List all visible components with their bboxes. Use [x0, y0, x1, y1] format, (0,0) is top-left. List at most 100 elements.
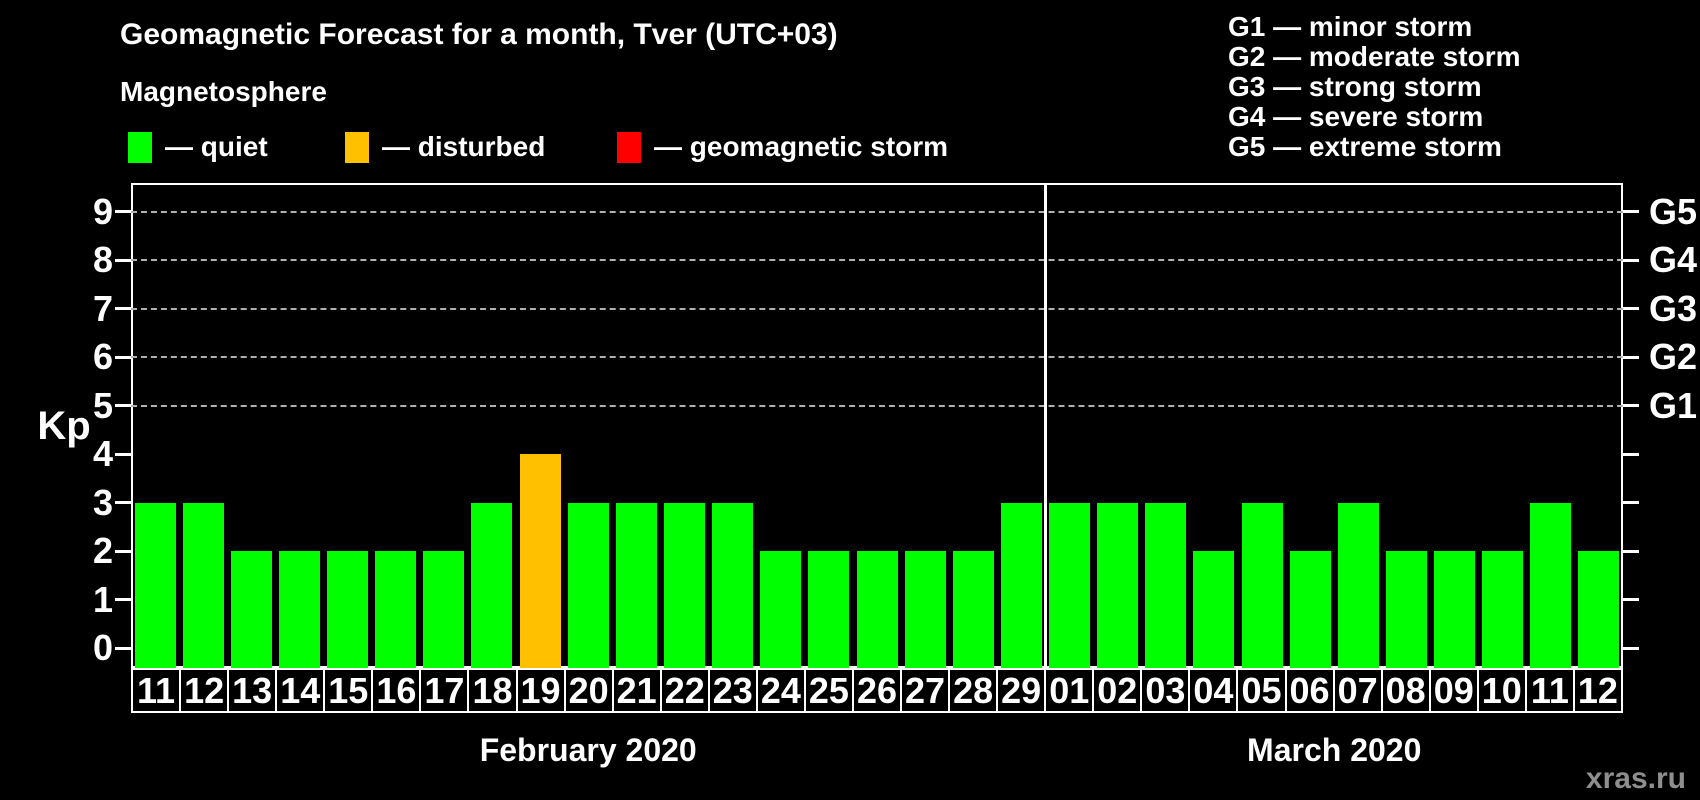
month-label: March 2020	[1247, 732, 1422, 768]
date-label: 13	[227, 668, 278, 713]
date-label: 08	[1380, 668, 1431, 713]
kp-bar-day-11	[134, 502, 176, 668]
right-tick-kp2	[1623, 549, 1639, 553]
kp-axis-label: Kp	[37, 404, 91, 448]
date-label: 27	[900, 668, 951, 713]
kp-bar-day-16	[375, 551, 417, 668]
storm-scale-item: G5 — extreme storm	[1228, 131, 1502, 162]
storm-scale-item: G3 — strong storm	[1228, 71, 1482, 102]
left-tick-kp4	[115, 452, 131, 456]
right-tick-kp0	[1623, 646, 1639, 650]
kp-bar-day-12	[1578, 551, 1620, 668]
kp-bar-day-15	[327, 551, 369, 668]
ytick-label: 9	[92, 190, 113, 232]
date-label: 09	[1428, 668, 1479, 713]
ytick-label: 8	[92, 239, 113, 280]
left-tick-kp2	[115, 549, 131, 553]
g-scale-label-g3: G3	[1649, 287, 1698, 329]
date-label: 07	[1332, 668, 1383, 713]
disturbed-color-swatch-icon	[345, 131, 369, 163]
date-label: 22	[659, 668, 710, 713]
date-label: 28	[948, 668, 999, 713]
plot-area: 0 1 2 3 4 5 6 7 8 9 G1 G2 G3 G4 G5	[93, 183, 1697, 668]
date-label: 15	[323, 668, 374, 713]
ytick-label: 2	[92, 530, 113, 571]
kp-bar-day-26	[856, 551, 898, 668]
left-tick-kp6	[115, 355, 131, 359]
legend-item-label: — disturbed	[382, 131, 546, 162]
date-label: 19	[515, 668, 566, 713]
right-tick-kp3	[1623, 501, 1639, 504]
date-label: 29	[996, 668, 1047, 713]
kp-bar-day-03	[1145, 502, 1187, 668]
storm-scale-item: G1 — minor storm	[1228, 11, 1473, 42]
kp-bar-day-08	[1385, 551, 1427, 668]
ytick-label: 1	[92, 578, 113, 620]
ytick-label: 0	[92, 627, 113, 668]
kp-bar-day-11	[1530, 502, 1572, 668]
kp-bar-day-29	[1000, 502, 1042, 668]
date-label: 18	[467, 668, 518, 713]
right-tick-kp4	[1623, 452, 1639, 456]
kp-bar-day-25	[808, 551, 850, 668]
ytick-label: 6	[92, 336, 113, 377]
date-label: 17	[419, 668, 470, 713]
kp-bar-day-17	[423, 551, 465, 668]
date-label: 16	[371, 668, 422, 713]
date-label: 12	[179, 668, 230, 713]
gridline-kp8	[131, 259, 1623, 261]
right-tick-kp9	[1623, 210, 1639, 213]
date-label: 04	[1188, 668, 1239, 713]
legend-item-storm: — geomagnetic storm	[617, 130, 948, 164]
kp-bar-day-10	[1482, 551, 1524, 668]
kp-bar-day-04	[1193, 551, 1235, 668]
date-label: 20	[563, 668, 614, 713]
watermark: xras.ru	[1585, 762, 1686, 795]
left-tick-kp7	[115, 307, 131, 310]
date-label: 14	[275, 668, 326, 713]
left-tick-kp0	[115, 646, 131, 650]
g-scale-label-g1: G1	[1649, 384, 1698, 426]
kp-bar-day-18	[471, 502, 513, 668]
kp-bar-day-13	[230, 551, 272, 668]
kp-bar-day-24	[760, 551, 802, 668]
kp-bar-day-06	[1289, 551, 1331, 668]
kp-bar-day-02	[1097, 502, 1139, 668]
storm-scale-item: G2 — moderate storm	[1228, 41, 1521, 72]
kp-bar-day-28	[952, 551, 994, 668]
date-label: 24	[755, 668, 806, 713]
date-label: 03	[1140, 668, 1191, 713]
g-scale-label-g5: G5	[1649, 190, 1698, 232]
date-label: 12	[1572, 668, 1623, 713]
kp-bar-day-21	[615, 502, 657, 668]
storm-scale-item: G4 — severe storm	[1228, 101, 1484, 132]
ytick-label: 7	[92, 287, 113, 329]
right-tick-kp1	[1623, 598, 1639, 601]
kp-bar-day-07	[1337, 502, 1379, 668]
right-tick-kp7	[1623, 307, 1639, 310]
date-label: 10	[1476, 668, 1527, 713]
legend-item-label: — geomagnetic storm	[654, 131, 949, 162]
date-label: 01	[1044, 668, 1095, 713]
kp-bar-day-22	[663, 502, 705, 668]
gridline-kp5	[131, 404, 1623, 407]
kp-bar-day-12	[182, 502, 224, 668]
ytick-label: 5	[92, 384, 113, 426]
quiet-color-swatch-icon	[128, 131, 152, 163]
date-label: 11	[131, 668, 182, 713]
left-tick-kp5	[115, 404, 131, 407]
date-label: 05	[1236, 668, 1287, 713]
date-axis: 11 12 13 14 15 16 17 18 19 20 21 22 23 24 25 26 27 28 29 01…	[131, 668, 1623, 713]
right-tick-kp5	[1623, 404, 1639, 407]
ytick-label: 4	[92, 433, 113, 474]
legend-item-label: — quiet	[165, 131, 268, 162]
kp-bar-day-14	[278, 551, 320, 668]
date-label: 26	[851, 668, 902, 713]
g-scale-label-g4: G4	[1649, 239, 1698, 280]
date-label: 06	[1284, 668, 1335, 713]
left-tick-kp8	[115, 258, 131, 262]
date-label: 11	[1524, 668, 1575, 713]
kp-bar-day-05	[1241, 502, 1283, 668]
left-tick-kp1	[115, 598, 131, 601]
